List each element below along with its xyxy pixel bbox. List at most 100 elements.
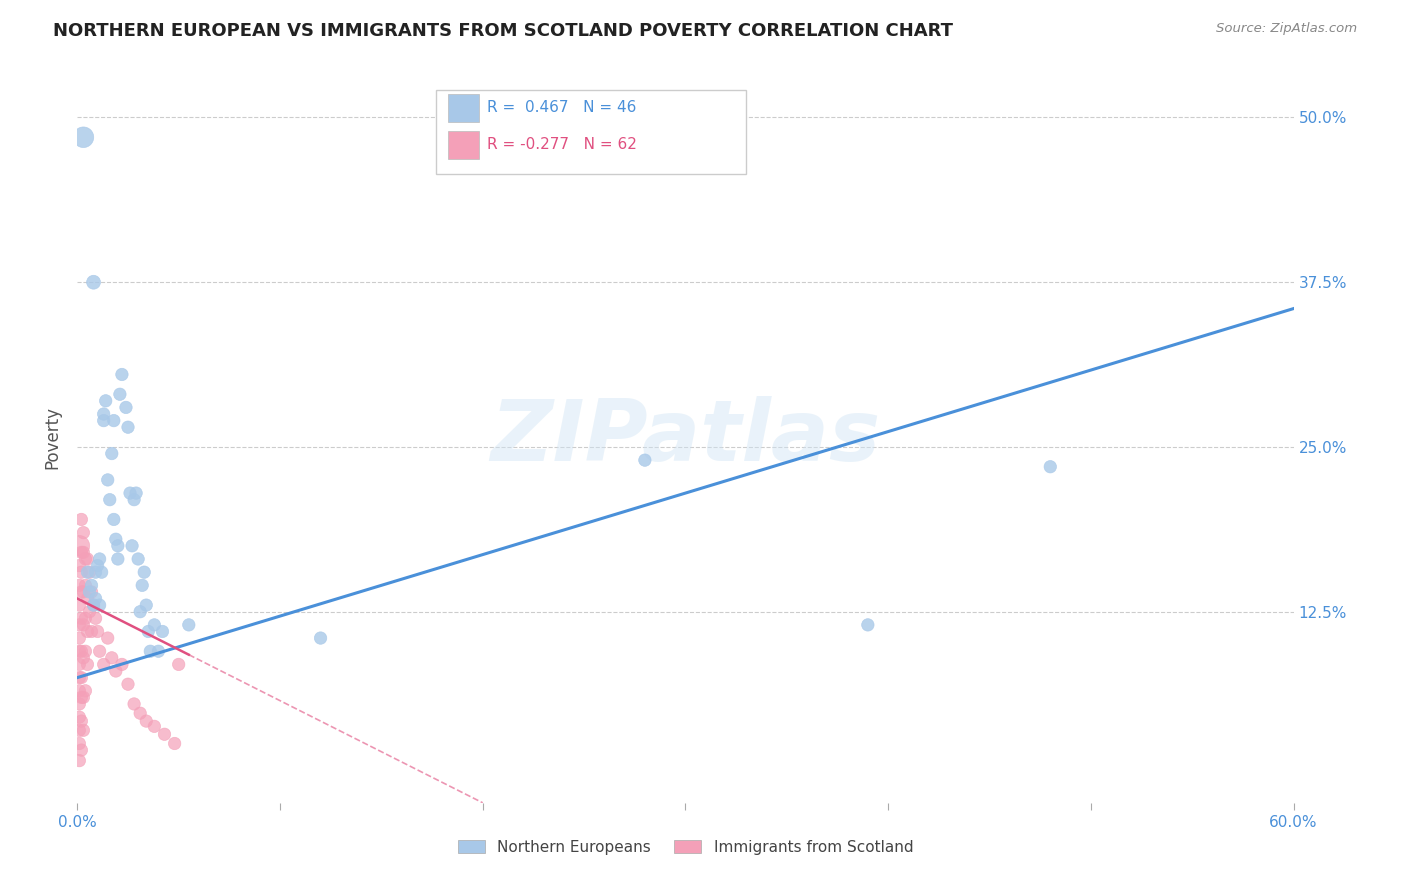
Point bbox=[89, 644, 111, 658]
Point bbox=[93, 657, 115, 672]
Point bbox=[76, 624, 98, 639]
Point bbox=[84, 591, 107, 606]
Point bbox=[83, 598, 105, 612]
Point bbox=[1039, 459, 1062, 474]
Point bbox=[70, 671, 93, 685]
Point bbox=[127, 552, 149, 566]
Text: NORTHERN EUROPEAN VS IMMIGRANTS FROM SCOTLAND POVERTY CORRELATION CHART: NORTHERN EUROPEAN VS IMMIGRANTS FROM SCO… bbox=[53, 22, 953, 40]
Point bbox=[94, 393, 117, 408]
Text: Source: ZipAtlas.com: Source: ZipAtlas.com bbox=[1216, 22, 1357, 36]
Legend: Northern Europeans, Immigrants from Scotland: Northern Europeans, Immigrants from Scot… bbox=[451, 834, 920, 861]
Point bbox=[93, 414, 115, 428]
Point bbox=[139, 644, 162, 658]
Point bbox=[89, 552, 111, 566]
Point bbox=[79, 565, 101, 579]
Point bbox=[67, 631, 90, 645]
Point bbox=[115, 401, 138, 415]
Point bbox=[76, 552, 98, 566]
Text: R = -0.277   N = 62: R = -0.277 N = 62 bbox=[488, 137, 637, 152]
Point bbox=[90, 565, 112, 579]
Point bbox=[75, 611, 97, 625]
Point bbox=[70, 690, 93, 705]
Point bbox=[70, 611, 93, 625]
Point bbox=[101, 446, 124, 460]
Point bbox=[67, 737, 90, 751]
Point bbox=[101, 650, 124, 665]
Point bbox=[856, 618, 879, 632]
Point bbox=[122, 697, 145, 711]
Point bbox=[103, 414, 125, 428]
Point bbox=[104, 533, 127, 547]
Point bbox=[167, 657, 190, 672]
Point bbox=[75, 683, 97, 698]
Point bbox=[79, 585, 101, 599]
Point bbox=[129, 605, 152, 619]
Point bbox=[121, 539, 143, 553]
Point bbox=[70, 714, 93, 728]
Point bbox=[67, 578, 90, 592]
Point bbox=[108, 387, 131, 401]
Point bbox=[83, 598, 105, 612]
Point bbox=[309, 631, 332, 645]
Point bbox=[75, 578, 97, 592]
Point bbox=[67, 710, 90, 724]
Point bbox=[122, 492, 145, 507]
Point bbox=[80, 578, 103, 592]
Point bbox=[148, 644, 170, 658]
Point bbox=[72, 545, 94, 559]
Point bbox=[135, 598, 157, 612]
Point bbox=[80, 624, 103, 639]
Point bbox=[97, 631, 120, 645]
Point bbox=[152, 624, 174, 639]
Point bbox=[89, 598, 111, 612]
Point bbox=[70, 565, 93, 579]
Point bbox=[117, 420, 139, 434]
Point bbox=[72, 650, 94, 665]
Point bbox=[72, 723, 94, 738]
Point bbox=[76, 591, 98, 606]
Point bbox=[70, 545, 93, 559]
Point bbox=[136, 624, 159, 639]
FancyBboxPatch shape bbox=[436, 90, 747, 174]
Point bbox=[67, 539, 90, 553]
Point bbox=[84, 611, 107, 625]
Point bbox=[79, 605, 101, 619]
Text: ZIPatlas: ZIPatlas bbox=[491, 395, 880, 479]
Point bbox=[72, 525, 94, 540]
Point bbox=[67, 723, 90, 738]
Point bbox=[67, 754, 90, 768]
Point bbox=[70, 644, 93, 658]
Point bbox=[72, 690, 94, 705]
Point bbox=[118, 486, 141, 500]
Point bbox=[107, 552, 129, 566]
Point bbox=[125, 486, 148, 500]
Point bbox=[163, 737, 186, 751]
Point bbox=[67, 618, 90, 632]
Point bbox=[93, 407, 115, 421]
Point bbox=[67, 644, 90, 658]
Point bbox=[104, 664, 127, 678]
Point bbox=[98, 492, 121, 507]
Point bbox=[111, 657, 134, 672]
Point bbox=[72, 130, 94, 145]
Point bbox=[67, 657, 90, 672]
Point bbox=[103, 512, 125, 526]
Point bbox=[76, 565, 98, 579]
Point bbox=[72, 618, 94, 632]
Point bbox=[72, 585, 94, 599]
Point bbox=[86, 558, 108, 573]
Point bbox=[135, 714, 157, 728]
FancyBboxPatch shape bbox=[449, 94, 478, 122]
Point bbox=[143, 618, 166, 632]
Point bbox=[67, 671, 90, 685]
Point bbox=[111, 368, 134, 382]
Y-axis label: Poverty: Poverty bbox=[44, 406, 62, 468]
Point bbox=[129, 706, 152, 721]
Point bbox=[153, 727, 176, 741]
Point bbox=[67, 558, 90, 573]
Point bbox=[177, 618, 200, 632]
Point bbox=[76, 657, 98, 672]
Point bbox=[70, 585, 93, 599]
Point bbox=[80, 585, 103, 599]
Point bbox=[67, 697, 90, 711]
